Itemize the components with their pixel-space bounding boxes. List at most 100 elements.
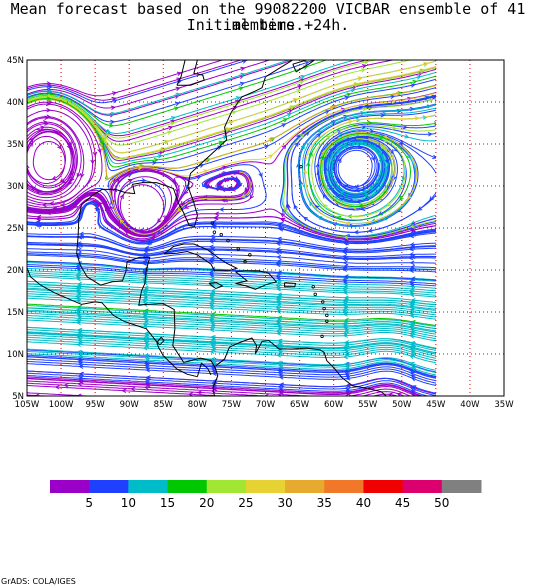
streamline-arrow <box>174 188 180 194</box>
streamline-arrow <box>208 315 214 320</box>
streamline-arrow <box>338 133 344 138</box>
streamline-arrow <box>399 195 404 201</box>
streamline-arrow <box>277 384 283 390</box>
streamline <box>27 285 436 308</box>
streamline-arrow <box>171 177 177 183</box>
colorbar-swatch <box>89 480 129 493</box>
streamline-arrow <box>170 121 176 126</box>
streamline-arrow <box>51 175 57 181</box>
streamline-arrow <box>176 207 182 213</box>
streamline-arrow <box>137 165 143 171</box>
streamline-arrow <box>293 98 299 103</box>
streamline-arrow <box>258 172 263 178</box>
streamline-arrow <box>276 270 282 276</box>
streamline-arrow <box>402 124 408 130</box>
streamline-arrow <box>317 216 323 221</box>
streamline-arrow <box>344 221 351 226</box>
streamline-arrow <box>423 62 429 67</box>
streamline-arrow <box>99 139 104 145</box>
streamline <box>27 341 436 364</box>
streamline-arrow <box>203 169 209 174</box>
colorbar-swatch <box>285 480 325 493</box>
streamline-arrow <box>275 343 281 348</box>
streamline <box>27 293 436 316</box>
streamline-arrow <box>168 125 174 131</box>
streamline-arrow <box>76 342 82 347</box>
streamline <box>27 375 430 396</box>
streamline-arrow <box>210 220 216 226</box>
streamline-arrow <box>143 319 149 325</box>
streamline-arrow <box>127 179 133 183</box>
streamline-arrow <box>391 99 397 104</box>
streamline-arrow <box>75 288 81 294</box>
streamline <box>27 353 436 376</box>
streamline-arrow <box>67 141 72 147</box>
map-title-line-2: Initial time +24h. <box>186 16 350 34</box>
streamline-arrow <box>410 341 416 346</box>
streamline-arrow <box>143 353 149 358</box>
streamline-arrow <box>231 110 237 115</box>
streamline-arrow <box>143 339 149 344</box>
streamline-arrow <box>142 280 148 286</box>
streamline <box>27 392 97 396</box>
streamline-arrow <box>336 215 342 221</box>
streamline-arrow <box>110 119 116 125</box>
streamline-arrow <box>370 156 376 162</box>
streamline <box>27 128 74 193</box>
streamline-arrow <box>348 119 354 125</box>
island <box>322 306 326 311</box>
streamline-arrow <box>35 190 41 195</box>
streamline-arrow <box>303 216 309 222</box>
streamline-arrow <box>76 320 82 326</box>
lon-tick-label: 45W <box>426 400 446 410</box>
streamline-arrow <box>264 144 270 149</box>
streamline-arrow <box>356 199 362 205</box>
streamline-arrow <box>432 154 436 159</box>
streamline-arrow <box>304 60 310 66</box>
streamline-arrow <box>142 335 148 341</box>
streamline-arrow <box>66 144 71 150</box>
streamline-arrow <box>315 162 320 168</box>
streamline <box>27 60 436 154</box>
streamline-arrow <box>276 294 282 300</box>
streamline-arrow <box>344 393 349 396</box>
streamline <box>308 122 436 221</box>
streamline-arrow <box>175 101 181 107</box>
lat-tick-label: 20N <box>7 266 24 276</box>
streamline-arrow <box>209 246 215 252</box>
streamline-arrow <box>368 185 374 191</box>
coastline <box>163 243 239 272</box>
streamline-arrow <box>214 211 220 216</box>
streamline-arrow <box>395 91 401 97</box>
streamline <box>27 267 436 289</box>
streamline-arrow <box>210 356 216 362</box>
streamline-arrow <box>410 83 416 88</box>
streamline-arrow <box>209 256 215 261</box>
streamline-arrow <box>175 86 181 91</box>
lon-tick-label: 35W <box>494 400 514 410</box>
streamline-arrow <box>276 254 282 260</box>
streamline-arrow <box>337 157 342 163</box>
lon-tick-label: 65W <box>290 400 310 410</box>
colorbar-label: 20 <box>199 496 214 510</box>
streamline-arrow <box>216 185 222 191</box>
streamline-arrow <box>77 373 83 379</box>
coastline <box>176 60 205 86</box>
streamline-arrow <box>141 311 147 317</box>
lon-tick-label: 85W <box>154 400 174 410</box>
island <box>236 247 240 251</box>
streamline-arrow <box>213 215 218 221</box>
lon-tick-label: 90W <box>120 400 140 410</box>
streamline-arrow <box>160 148 166 153</box>
streamline-arrow <box>121 388 127 394</box>
streamline-arrow <box>342 246 348 252</box>
streamline-arrow <box>173 106 180 111</box>
streamline-arrow <box>342 331 348 336</box>
streamline-arrow <box>302 168 308 174</box>
lat-tick-label: 35N <box>7 140 24 150</box>
streamline-arrow <box>77 362 83 367</box>
streamline-arrow <box>112 98 118 104</box>
streamline <box>27 60 358 135</box>
island <box>321 300 325 304</box>
streamline-arrow <box>410 300 416 305</box>
